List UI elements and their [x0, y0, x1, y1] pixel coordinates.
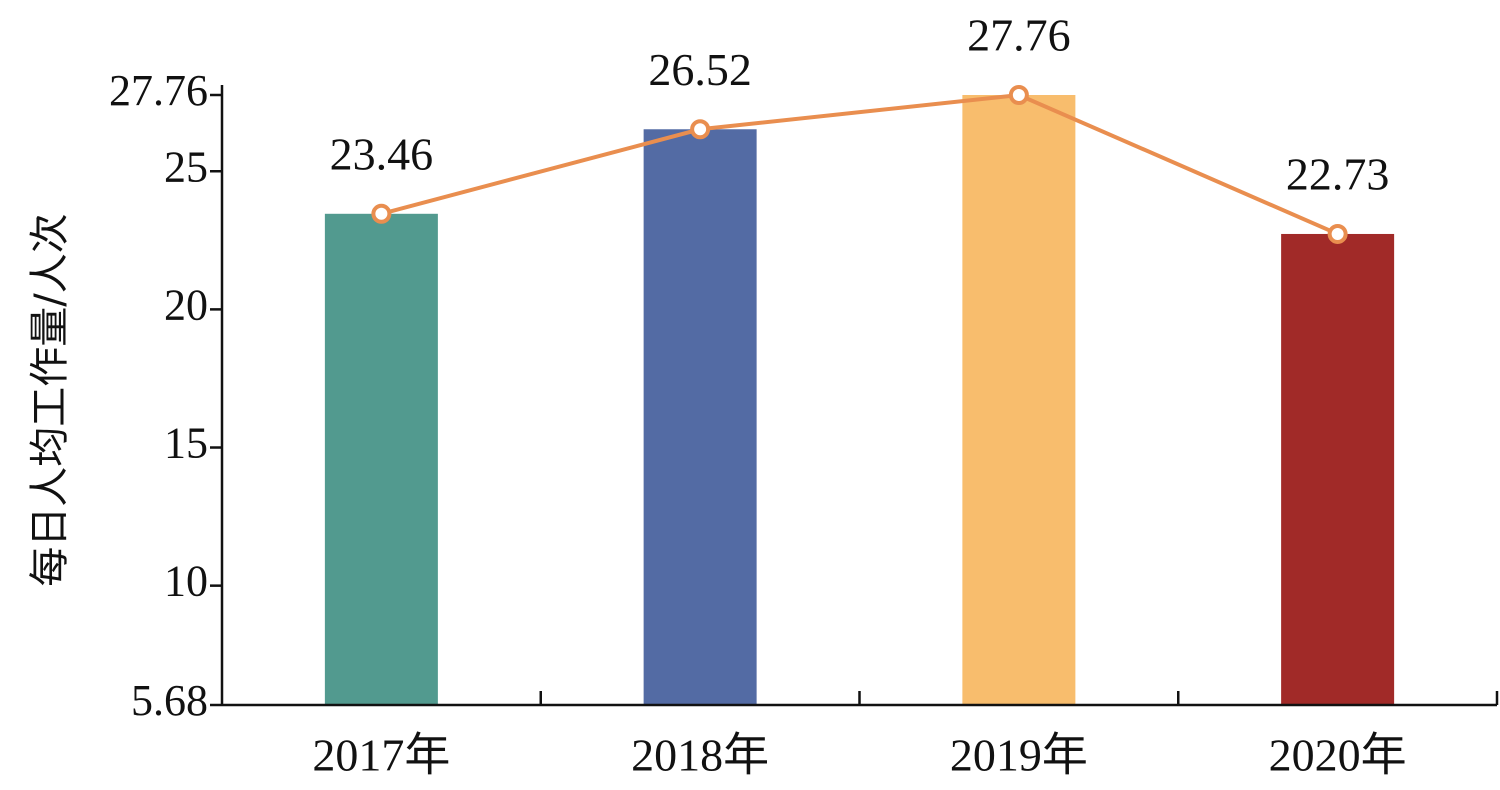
y-tick-label-2: 10: [164, 557, 208, 606]
data-label-3: 27.76: [967, 10, 1071, 61]
y-tick-label-6: 27.76: [109, 66, 208, 115]
bar-1: [324, 213, 438, 705]
y-tick-label-3: 15: [164, 419, 208, 468]
bars-group: [324, 95, 1395, 705]
data-label-4: 22.73: [1286, 149, 1390, 200]
line-point-2: [690, 119, 711, 140]
line-series: [380, 92, 1339, 236]
x-tick-label-4: 2020年: [1269, 730, 1407, 781]
y-tick-label-4: 20: [164, 280, 208, 329]
line-point-1: [371, 203, 392, 224]
x-tick-label-1: 2017年: [312, 730, 450, 781]
axes-group: 5.68 10 15 20 25 27.76 2017年 2018年 2019年 2020年: [109, 66, 1499, 781]
bar-4: [1281, 233, 1395, 705]
line-point-3: [1008, 85, 1029, 105]
line-point-4: [1327, 223, 1348, 244]
y-tick-label-5: 25: [164, 142, 208, 191]
bar-2: [643, 129, 757, 705]
line-overlay-group: [371, 85, 1348, 244]
x-tick-label-3: 2019年: [950, 730, 1088, 781]
x-tick-label-2: 2018年: [631, 730, 769, 781]
y-tick-label-1: 5.68: [131, 676, 208, 725]
y-axis-label: 每日人均工作量/人次: [27, 213, 73, 586]
bar-3: [962, 95, 1076, 705]
data-label-1: 23.46: [330, 128, 434, 179]
data-label-2: 26.52: [648, 44, 752, 95]
data-labels-group: 23.46 26.52 27.76 22.73: [330, 10, 1390, 200]
